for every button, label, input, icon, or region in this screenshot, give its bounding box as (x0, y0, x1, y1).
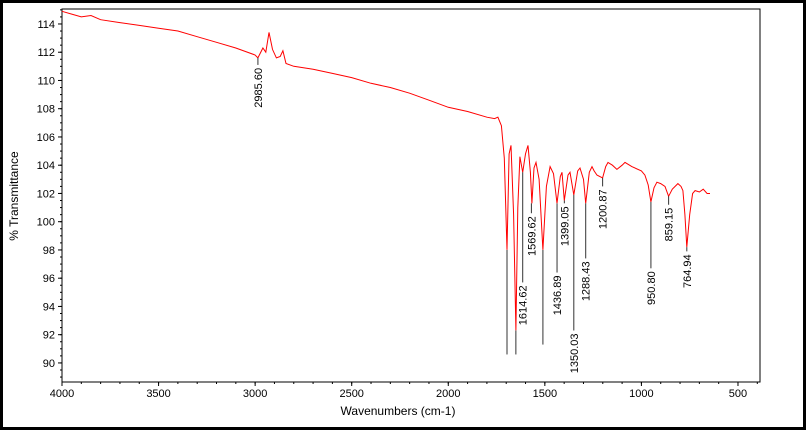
peak-label: 1288.43 (581, 261, 593, 301)
y-tick-label: 94 (43, 301, 55, 313)
x-tick-label: 3000 (243, 388, 267, 400)
peak-label: 1614.62 (518, 285, 530, 325)
x-tick-label: 500 (729, 388, 747, 400)
peak-label: 1436.89 (552, 276, 564, 316)
x-tick-label: 2000 (436, 388, 460, 400)
peak-label: 2985.60 (253, 68, 265, 108)
plot-area (61, 8, 761, 383)
y-tick-label: 92 (43, 330, 55, 342)
y-tick-label: 106 (37, 132, 55, 144)
y-tick-label: 114 (37, 19, 55, 31)
peak-label: 1350.03 (569, 333, 581, 373)
spectrum-line (61, 10, 710, 331)
y-tick-label: 104 (37, 160, 55, 172)
peak-label: 1200.87 (598, 189, 610, 229)
y-tick-label: 102 (37, 188, 55, 200)
peak-label: 1569.62 (526, 216, 538, 256)
x-tick-label: 1000 (629, 388, 653, 400)
x-tick-label: 2500 (339, 388, 363, 400)
peak-label: 859.15 (664, 208, 676, 242)
x-tick-label: 4000 (50, 388, 74, 400)
x-tick-label: 1500 (533, 388, 557, 400)
y-tick-label: 112 (37, 47, 55, 59)
peak-label: 950.80 (646, 271, 658, 305)
y-tick-label: 110 (37, 75, 55, 87)
y-axis-label: % Transmittance (7, 151, 21, 241)
y-tick-label: 98 (43, 245, 55, 257)
peak-label: 764.94 (682, 254, 694, 288)
y-tick-label: 108 (37, 104, 55, 116)
y-tick-label: 96 (43, 273, 55, 285)
x-axis-label: Wavenumbers (cm-1) (341, 404, 456, 418)
y-tick-label: 90 (43, 358, 55, 370)
peak-label: 1399.05 (559, 206, 571, 246)
y-tick-label: 100 (37, 217, 55, 229)
x-tick-label: 3500 (146, 388, 170, 400)
